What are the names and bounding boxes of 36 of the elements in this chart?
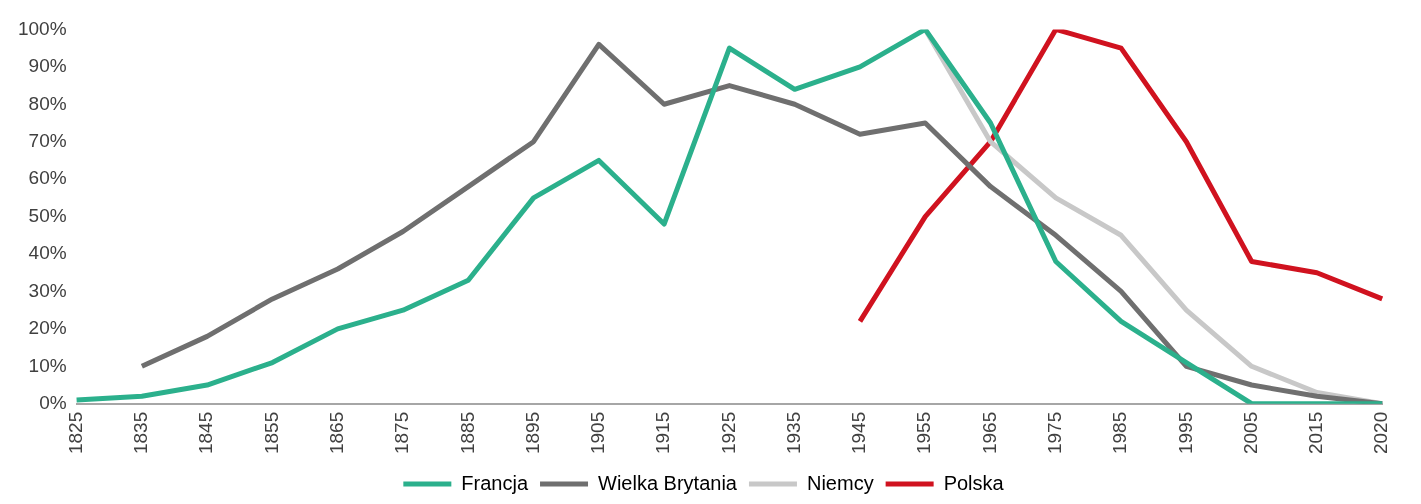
x-tick-label: 1855 — [260, 411, 282, 455]
legend-label: Wielka Brytania — [598, 471, 738, 494]
y-tick-label: 40% — [28, 242, 67, 264]
y-tick-label: 10% — [28, 354, 67, 376]
x-tick-label: 1885 — [456, 411, 478, 455]
y-tick-label: 100% — [17, 17, 67, 39]
x-tick-label: 1905 — [587, 411, 609, 455]
x-tick-label: 1865 — [325, 411, 347, 455]
x-tick-label: 2005 — [1239, 411, 1261, 455]
x-tick-label: 2020 — [1370, 411, 1392, 455]
x-tick-label: 1955 — [913, 411, 935, 455]
x-tick-label: 2015 — [1305, 411, 1327, 455]
x-tick-label: 1835 — [130, 411, 152, 455]
x-tick-label: 1845 — [195, 411, 217, 455]
y-tick-label: 0% — [39, 391, 67, 413]
x-tick-label: 1915 — [652, 411, 674, 455]
y-tick-label: 80% — [28, 92, 67, 114]
x-tick-label: 1975 — [1044, 411, 1066, 455]
legend-label: Francja — [461, 471, 529, 494]
x-tick-label: 1945 — [848, 411, 870, 455]
legend-label: Polska — [943, 471, 1005, 494]
y-tick-label: 20% — [28, 317, 67, 339]
y-tick-label: 30% — [28, 279, 67, 301]
x-tick-label: 1895 — [521, 411, 543, 455]
x-tick-label: 1825 — [64, 411, 86, 455]
y-tick-label: 70% — [28, 129, 67, 151]
x-tick-label: 1995 — [1174, 411, 1196, 455]
x-tick-label: 1965 — [978, 411, 1000, 455]
y-tick-label: 90% — [28, 55, 67, 77]
x-tick-label: 1925 — [717, 411, 739, 455]
x-tick-label: 1935 — [782, 411, 804, 455]
y-tick-label: 50% — [28, 204, 67, 226]
x-tick-label: 1985 — [1109, 411, 1131, 455]
y-tick-label: 60% — [28, 167, 67, 189]
x-tick-label: 1875 — [391, 411, 413, 455]
legend-label: Niemcy — [806, 471, 874, 494]
